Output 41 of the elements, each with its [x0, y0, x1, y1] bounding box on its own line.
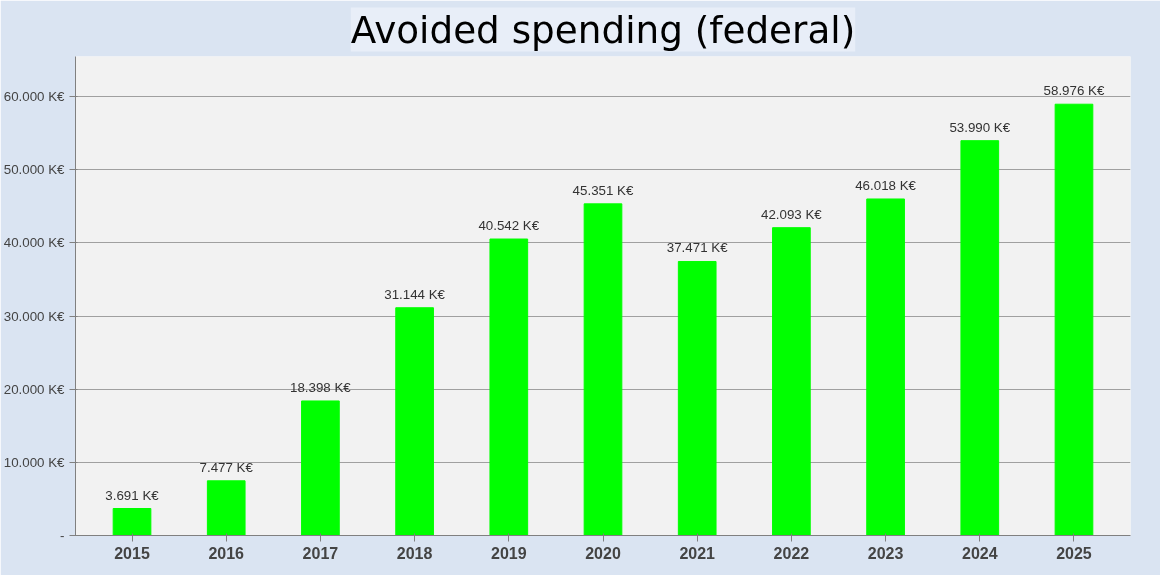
bar	[301, 400, 340, 536]
y-tick-label: 20.000 K€	[3, 381, 66, 397]
y-tick-label: 50.000 K€	[3, 162, 66, 178]
y-tick-label: 60.000 K€	[3, 89, 66, 105]
data-label: 3.691 K€	[105, 487, 160, 503]
y-tick-label: 30.000 K€	[3, 308, 66, 324]
bar	[1054, 103, 1094, 536]
chart-title: Avoided spending (federal)	[350, 7, 856, 52]
bar	[960, 140, 1000, 536]
bar	[866, 198, 905, 536]
y-tick-label: 40.000 K€	[3, 235, 66, 251]
data-label: 40.542 K€	[478, 218, 540, 234]
bar	[772, 227, 811, 536]
x-tick-label: 2021	[679, 544, 716, 562]
bar	[206, 480, 246, 536]
bar	[395, 307, 434, 536]
data-label: 42.093 K€	[761, 206, 823, 222]
x-tick-label: 2018	[396, 544, 433, 562]
bar	[112, 508, 152, 536]
x-tick-label: 2023	[867, 544, 904, 562]
bar	[677, 260, 717, 536]
data-label: 31.144 K€	[384, 286, 446, 302]
x-tick-label: 2022	[773, 544, 810, 562]
data-label: 58.976 K€	[1043, 83, 1105, 99]
data-label: 45.351 K€	[572, 182, 634, 198]
y-tick-label: -	[60, 528, 65, 543]
data-label: 46.018 K€	[855, 177, 917, 193]
x-tick-label: 2025	[1056, 544, 1092, 562]
x-tick-label: 2019	[491, 544, 527, 562]
x-tick-label: 2020	[585, 544, 621, 562]
data-label: 7.477 K€	[199, 459, 254, 475]
y-tick-label: 10.000 K€	[3, 454, 66, 470]
x-tick-label: 2016	[208, 544, 245, 562]
bar	[583, 203, 623, 536]
x-tick-label: 2015	[114, 544, 150, 562]
bar	[489, 238, 529, 536]
x-tick-label: 2017	[302, 544, 339, 562]
data-label: 18.398 K€	[290, 379, 352, 395]
x-tick-label: 2024	[961, 544, 998, 562]
data-label: 37.471 K€	[666, 240, 729, 256]
data-label: 53.990 K€	[949, 119, 1011, 135]
